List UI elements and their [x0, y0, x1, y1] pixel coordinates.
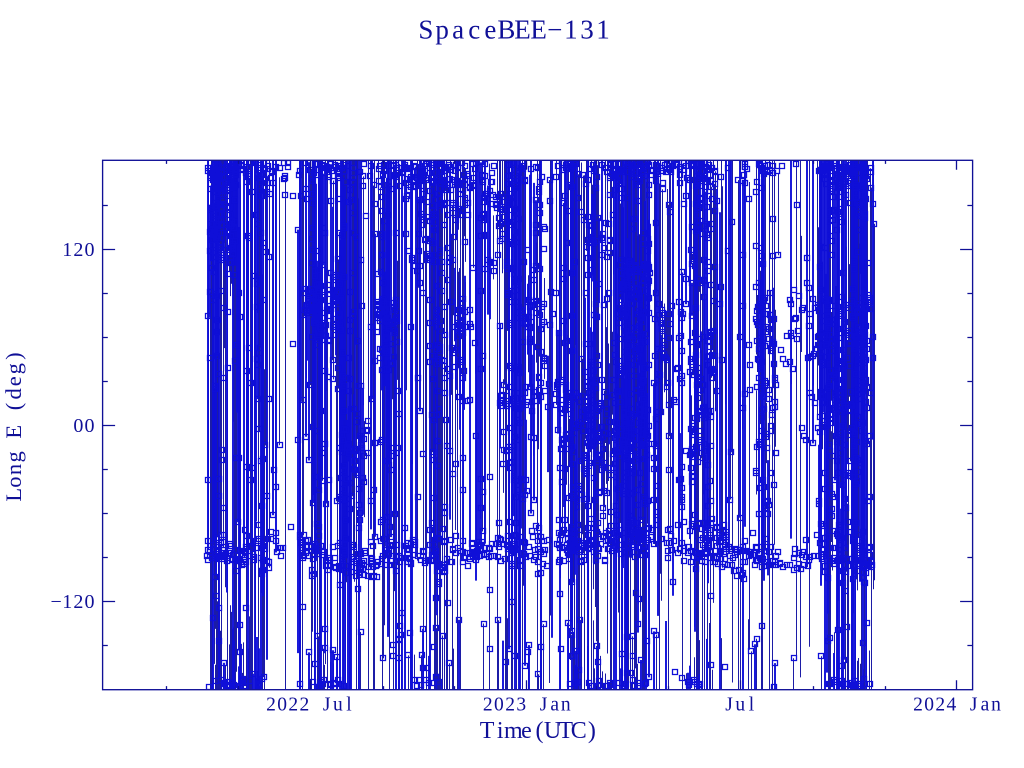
svg-text:00: 00: [73, 415, 94, 437]
svg-text:SpaceBEE−131: SpaceBEE−131: [418, 14, 609, 44]
svg-text:Jul: Jul: [725, 695, 754, 716]
svg-text:2024 Jan: 2024 Jan: [913, 695, 1001, 716]
svg-text:2022 Jul: 2022 Jul: [266, 695, 352, 716]
svg-text:2023 Jan: 2023 Jan: [483, 695, 571, 716]
svg-text:Time(UTC): Time(UTC): [480, 718, 596, 744]
svg-text:Long E (deg): Long E (deg): [1, 352, 26, 501]
svg-text:−120: −120: [51, 591, 95, 613]
svg-text:120: 120: [62, 239, 94, 261]
